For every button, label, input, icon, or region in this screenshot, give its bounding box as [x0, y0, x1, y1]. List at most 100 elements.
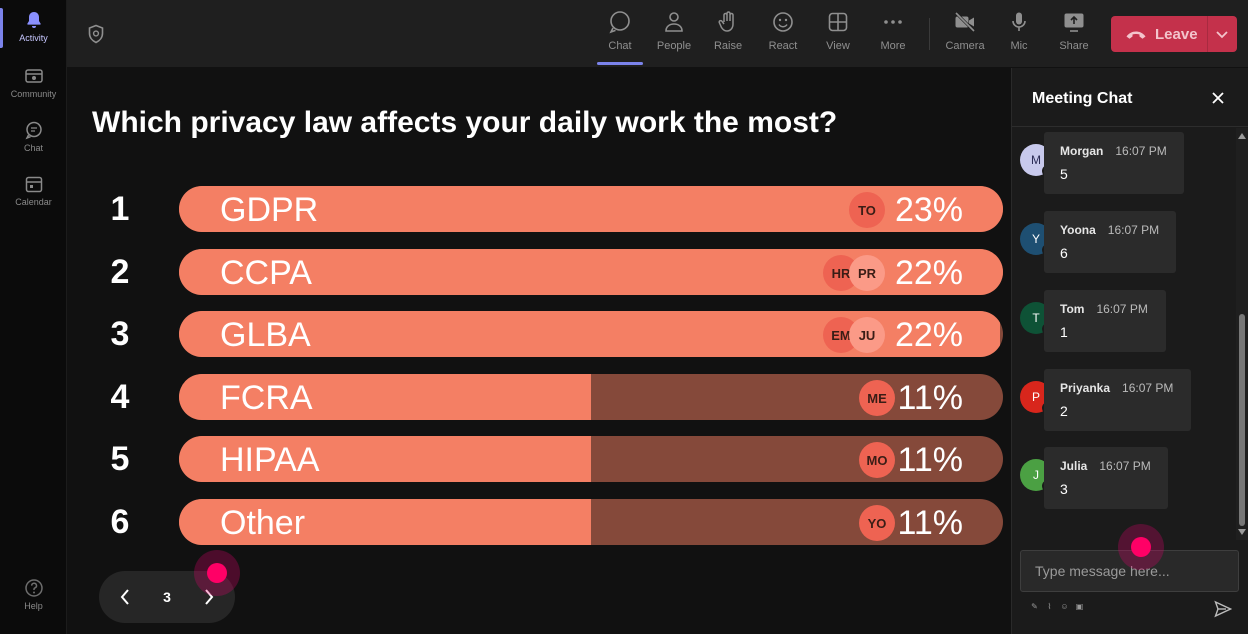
rail-item-calendar[interactable]: Calendar	[0, 174, 67, 224]
compose-toolbar: ✎ ⌇ ☺ ▣	[1030, 602, 1084, 611]
chat-message[interactable]: T Tom 16:07 PM 1	[1020, 290, 1240, 354]
chat-button-label: Chat	[608, 40, 632, 52]
voter-avatar[interactable]: TO	[849, 192, 885, 228]
chat-message[interactable]: P Priyanka 16:07 PM 2	[1020, 369, 1240, 433]
rail-label-help: Help	[24, 601, 43, 611]
previous-page-button[interactable]	[113, 585, 137, 609]
rail-item-activity[interactable]: Activity	[0, 10, 67, 60]
chat-bubble: Morgan 16:07 PM 5	[1044, 132, 1184, 194]
leave-button[interactable]: Leave	[1111, 16, 1207, 52]
chat-message[interactable]: M Morgan 16:07 PM 5	[1020, 132, 1240, 196]
format-icon[interactable]: ✎	[1031, 602, 1038, 611]
poll-bar-track: FCRA 11% ME	[179, 374, 1003, 420]
toolbar-divider	[929, 18, 930, 50]
bell-icon	[26, 12, 41, 28]
raise-hand-button[interactable]: Raise	[703, 10, 753, 62]
chat-button[interactable]: Chat	[595, 10, 645, 62]
poll-option-row: 2 CCPA 22% HR PR	[67, 248, 1011, 296]
attach-icon[interactable]: ⌇	[1047, 602, 1052, 611]
poll-bar-fill	[179, 499, 591, 545]
chat-message-text: 5	[1060, 166, 1068, 182]
voter-avatar[interactable]: ME	[859, 380, 895, 416]
rail-item-chat[interactable]: Chat	[0, 120, 67, 170]
emoji-icon[interactable]: ☺	[1060, 602, 1069, 611]
poll-option-row: 5 HIPAA 11% MO	[67, 435, 1011, 483]
pointer-indicator	[1118, 524, 1164, 570]
chat-bubble: Yoona 16:07 PM 6	[1044, 211, 1176, 273]
scroll-up-arrow[interactable]	[1238, 132, 1246, 140]
poll-option-row: 3 GLBA 22% EM JU	[67, 310, 1011, 358]
chat-timestamp: 16:07 PM	[1107, 223, 1160, 237]
chat-sender-name: Yoona	[1060, 223, 1096, 237]
view-button-label: View	[826, 40, 850, 52]
chat-timestamp: 16:07 PM	[1096, 302, 1148, 316]
chat-icon	[24, 121, 42, 140]
poll-option-rank: 6	[110, 503, 130, 541]
chat-message-input[interactable]	[1020, 550, 1239, 592]
people-icon	[665, 12, 683, 32]
voter-avatar[interactable]: MO	[859, 442, 895, 478]
chat-message[interactable]: J Julia 16:07 PM 3	[1020, 447, 1240, 511]
poll-option-rank: 1	[110, 190, 130, 228]
chat-sender-name: Priyanka	[1060, 381, 1111, 395]
shield-icon[interactable]	[87, 24, 105, 44]
react-button[interactable]: React	[758, 10, 808, 62]
send-icon	[1214, 600, 1232, 618]
rail-label-chat: Chat	[23, 143, 43, 153]
next-page-button[interactable]	[197, 585, 221, 609]
share-button-label: Share	[1059, 40, 1089, 52]
chat-bubble: Tom 16:07 PM 1	[1044, 290, 1166, 352]
poll-bar-track: Other 11% YO	[179, 499, 1003, 545]
poll-option-row: 1 GDPR 23% TO	[67, 185, 1011, 233]
close-chat-button[interactable]	[1208, 88, 1228, 108]
poll-option-percent: 11%	[897, 379, 963, 417]
chat-bubble: Priyanka 16:07 PM 2	[1044, 369, 1191, 431]
smiley-icon	[773, 12, 793, 32]
chevron-down-icon	[1216, 31, 1228, 39]
leave-button-group: Leave	[1111, 16, 1237, 52]
triangle-down-icon	[1238, 529, 1246, 535]
react-button-label: React	[768, 40, 798, 52]
raise-hand-button-label: Raise	[713, 40, 743, 52]
poll-option-rank: 3	[110, 315, 130, 353]
page-number: 3	[163, 589, 171, 605]
share-button[interactable]: Share	[1049, 10, 1099, 62]
leave-options-button[interactable]	[1208, 29, 1236, 39]
poll-option-rank: 5	[110, 440, 130, 478]
voter-avatar[interactable]: PR	[849, 255, 885, 291]
more-dots-icon	[884, 20, 902, 24]
chat-scroll-thumb[interactable]	[1239, 314, 1245, 526]
chat-sender-name: Morgan	[1060, 144, 1104, 158]
chat-timestamp: 16:07 PM	[1099, 459, 1151, 473]
poll-option-percent: 22%	[894, 254, 963, 292]
meeting-chat-panel: Meeting Chat M Morgan 16:07 PM 5 Y Yoona 16:07…	[1011, 68, 1248, 634]
chat-scrollbar[interactable]	[1236, 128, 1248, 540]
camera-button-label: Camera	[945, 40, 985, 52]
chat-message[interactable]: Y Yoona 16:07 PM 6	[1020, 211, 1240, 275]
rail-item-help[interactable]: Help	[0, 578, 67, 628]
people-button[interactable]: People	[649, 10, 699, 62]
voter-avatar[interactable]: YO	[859, 505, 895, 541]
poll-bar-track: CCPA 22% HR PR	[179, 249, 1003, 295]
poll-option-percent: 22%	[894, 316, 963, 354]
chat-sender-name: Julia	[1060, 459, 1088, 473]
scroll-down-arrow[interactable]	[1238, 528, 1246, 536]
chat-panel-title: Meeting Chat	[1032, 90, 1133, 107]
rail-label-community: Community	[10, 89, 57, 99]
send-button[interactable]	[1212, 598, 1234, 620]
voter-avatar[interactable]: JU	[849, 317, 885, 353]
mic-button[interactable]: Mic	[994, 10, 1044, 62]
chevron-right-icon	[205, 589, 214, 605]
community-icon	[24, 69, 43, 83]
pointer-indicator	[194, 550, 240, 596]
rail-item-community[interactable]: Community	[0, 66, 67, 116]
view-button[interactable]: View	[813, 10, 863, 62]
camera-button[interactable]: Camera	[940, 10, 990, 62]
chat-message-text: 2	[1060, 403, 1068, 419]
grid-view-icon	[828, 12, 848, 32]
more-button[interactable]: More	[868, 10, 918, 62]
gif-icon[interactable]: ▣	[1075, 602, 1084, 611]
chat-icon	[609, 11, 630, 34]
hang-up-icon	[1126, 31, 1146, 39]
chat-message-text: 3	[1060, 481, 1068, 497]
